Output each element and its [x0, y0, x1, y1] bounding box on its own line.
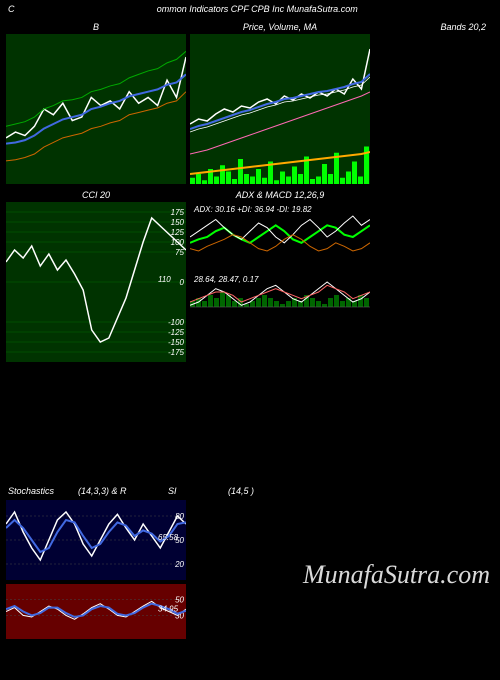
- svg-text:-125: -125: [168, 328, 185, 337]
- svg-text:110: 110: [158, 275, 171, 284]
- svg-text:65.58: 65.58: [158, 533, 179, 542]
- svg-text:-175: -175: [168, 348, 185, 357]
- svg-text:150: 150: [171, 218, 185, 227]
- row-2: CCI 20 175150125100750-100-125-150-17511…: [0, 186, 500, 364]
- stoch-title-row: Stochastics (14,3,3) & R SI (14,5 ): [0, 484, 500, 498]
- svg-text:28.64, 28.47, 0.17: 28.64, 28.47, 0.17: [193, 275, 259, 284]
- adx-chart: ADX: 30.16 +DI: 36.94 -DI: 19.82: [190, 202, 370, 272]
- rsi-chart: 503034.95: [6, 584, 186, 639]
- svg-text:125: 125: [171, 228, 185, 237]
- stoch-t3: SI: [168, 486, 228, 496]
- stoch-t1: Stochastics: [8, 486, 78, 496]
- stoch-t4: (14,5 ): [228, 486, 348, 496]
- svg-text:50: 50: [175, 596, 184, 605]
- macd-chart: 28.64, 28.47, 0.17: [190, 272, 370, 322]
- bands-title: Bands 20,2: [374, 20, 494, 34]
- row-3: 80502065.58: [0, 498, 500, 582]
- bollinger-chart: [6, 34, 186, 184]
- row-1: B Price, Volume, MA Bands 20,2: [0, 18, 500, 186]
- cci-panel: CCI 20 175150125100750-100-125-150-17511…: [6, 188, 186, 362]
- row-4: 503034.95: [0, 582, 500, 641]
- svg-text:ADX: 30.16 +DI: 36.94 -DI:: ADX: 30.16 +DI: 36.94 -DI: 19.82: [193, 205, 312, 214]
- stoch-panel: 80502065.58: [6, 500, 186, 580]
- adx-title: ADX & MACD 12,26,9: [190, 188, 370, 202]
- stoch-t2: (14,3,3) & R: [78, 486, 168, 496]
- svg-text:75: 75: [175, 248, 184, 257]
- stoch-chart: 80502065.58: [6, 500, 186, 580]
- svg-text:175: 175: [171, 208, 185, 217]
- svg-text:34.95: 34.95: [158, 605, 179, 614]
- bands-label-panel: Bands 20,2: [374, 20, 494, 184]
- svg-text:20: 20: [174, 560, 184, 569]
- header-left: C: [0, 4, 15, 14]
- spacer: [0, 364, 500, 484]
- svg-text:-100: -100: [168, 318, 185, 327]
- rsi-panel: 503034.95: [6, 584, 186, 639]
- pricema-title: Price, Volume, MA: [190, 20, 370, 34]
- svg-text:0: 0: [180, 278, 185, 287]
- svg-text:-150: -150: [168, 338, 185, 347]
- page-header: C ommon Indicators CPF CPB Inc MunafaSut…: [0, 0, 500, 18]
- adx-macd-panel: ADX & MACD 12,26,9 ADX: 30.16 +DI: 36.94…: [190, 188, 370, 362]
- pricema-panel: Price, Volume, MA: [190, 20, 370, 184]
- bollinger-panel: B: [6, 20, 186, 184]
- header-center: ommon Indicators CPF CPB Inc MunafaSutra…: [157, 4, 358, 14]
- pricema-chart: [190, 34, 370, 184]
- cci-title: CCI 20: [6, 188, 186, 202]
- cci-chart: 175150125100750-100-125-150-175110: [6, 202, 186, 362]
- bollinger-title: B: [6, 20, 186, 34]
